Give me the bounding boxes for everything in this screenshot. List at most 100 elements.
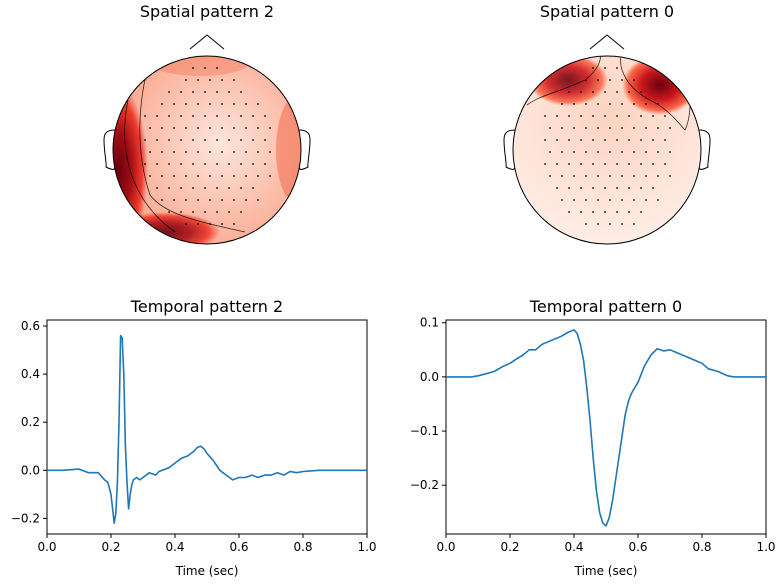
- sensor-dot: [604, 115, 606, 117]
- chart-2-title: Temporal pattern 0: [529, 297, 682, 316]
- sensor-dot: [192, 67, 194, 69]
- sensor-dot: [621, 79, 623, 81]
- sensor-dot: [216, 211, 218, 213]
- topomap-1-sensors: [144, 67, 271, 225]
- sensor-dot: [657, 127, 659, 129]
- sensor-dot: [616, 211, 618, 213]
- sensor-dot: [233, 223, 235, 225]
- sensor-dot: [568, 187, 570, 189]
- sensor-dot: [180, 115, 182, 117]
- sensor-dot: [580, 115, 582, 117]
- sensor-dot: [197, 175, 199, 177]
- sensor-dot: [221, 223, 223, 225]
- sensor-dot: [228, 163, 230, 165]
- sensor-dot: [185, 103, 187, 105]
- sensor-dot: [252, 115, 254, 117]
- sensor-dot: [221, 79, 223, 81]
- sensor-dot: [149, 175, 151, 177]
- sensor-dot: [628, 211, 630, 213]
- sensor-dot: [616, 91, 618, 93]
- sensor-dot: [216, 187, 218, 189]
- sensor-dot: [204, 115, 206, 117]
- sensor-dot: [568, 91, 570, 93]
- sensor-dot: [192, 91, 194, 93]
- sensor-dot: [156, 187, 158, 189]
- sensor-dot: [192, 163, 194, 165]
- sensor-dot: [185, 151, 187, 153]
- sensor-dot: [149, 127, 151, 129]
- sensor-dot: [573, 127, 575, 129]
- sensor-dot: [609, 79, 611, 81]
- sensor-dot: [609, 127, 611, 129]
- sensor-dot: [568, 115, 570, 117]
- sensor-dot: [240, 139, 242, 141]
- sensor-dot: [252, 139, 254, 141]
- topomap-1-left-ear: [103, 129, 116, 170]
- sensor-dot: [556, 139, 558, 141]
- sensor-dot: [240, 163, 242, 165]
- x-tick-label: 0.6: [229, 540, 248, 554]
- sensor-dot: [197, 79, 199, 81]
- sensor-dot: [161, 151, 163, 153]
- x-tick-label: 0.0: [37, 540, 56, 554]
- sensor-dot: [221, 175, 223, 177]
- sensor-dot: [204, 187, 206, 189]
- topomap-2-head-outline: [512, 55, 702, 245]
- sensor-dot: [573, 103, 575, 105]
- topomap-2-right-ear: [698, 129, 711, 170]
- y-tick-label: 0.0: [420, 370, 439, 384]
- sensor-dot: [185, 127, 187, 129]
- sensor-dot: [609, 223, 611, 225]
- series-line-0: [446, 328, 766, 527]
- sensor-dot: [233, 127, 235, 129]
- sensor-dot: [585, 127, 587, 129]
- temporal-pattern-2-chart: Temporal pattern 2 0.0 0.2 0.4 0.6 0.8 1.0 −0.…: [11, 297, 377, 578]
- topomap-1-title: Spatial pattern 2: [140, 2, 274, 21]
- sensor-dot: [573, 175, 575, 177]
- sensor-dot: [185, 175, 187, 177]
- topomap-1-contour: [139, 59, 246, 233]
- sensor-dot: [204, 211, 206, 213]
- sensor-dot: [640, 187, 642, 189]
- series-line-2: [47, 334, 367, 525]
- sensor-dot: [185, 199, 187, 201]
- sensor-dot: [228, 211, 230, 213]
- sensor-dot: [544, 115, 546, 117]
- sensor-dot: [616, 187, 618, 189]
- sensor-dot: [233, 175, 235, 177]
- y-tick-label: 0.0: [21, 463, 40, 477]
- chart-2-axes: [445, 319, 767, 535]
- sensor-dot: [180, 139, 182, 141]
- sensor-dot: [609, 103, 611, 105]
- sensor-dot: [269, 127, 271, 129]
- sensor-dot: [180, 91, 182, 93]
- sensor-dot: [257, 151, 259, 153]
- sensor-dot: [568, 163, 570, 165]
- sensor-dot: [640, 211, 642, 213]
- sensor-dot: [652, 139, 654, 141]
- sensor-dot: [252, 187, 254, 189]
- sensor-dot: [633, 151, 635, 153]
- sensor-dot: [240, 115, 242, 117]
- sensor-dot: [257, 199, 259, 201]
- sensor-dot: [621, 103, 623, 105]
- sensor-dot: [173, 175, 175, 177]
- sensor-dot: [216, 67, 218, 69]
- sensor-dot: [616, 139, 618, 141]
- topomap-spatial-pattern-2: Spatial pattern 2: [103, 2, 311, 245]
- sensor-dot: [221, 151, 223, 153]
- sensor-dot: [633, 175, 635, 177]
- sensor-dot: [561, 151, 563, 153]
- sensor-dot: [669, 175, 671, 177]
- x-tick-label: 0.4: [564, 540, 583, 554]
- sensor-dot: [192, 139, 194, 141]
- sensor-dot: [549, 127, 551, 129]
- sensor-dot: [621, 223, 623, 225]
- sensor-dot: [197, 199, 199, 201]
- sensor-dot: [180, 187, 182, 189]
- topomap-spatial-pattern-0: Spatial pattern 0: [503, 2, 711, 245]
- sensor-dot: [197, 103, 199, 105]
- sensor-dot: [585, 199, 587, 201]
- x-tick-label: 1.0: [357, 540, 376, 554]
- sensor-dot: [597, 175, 599, 177]
